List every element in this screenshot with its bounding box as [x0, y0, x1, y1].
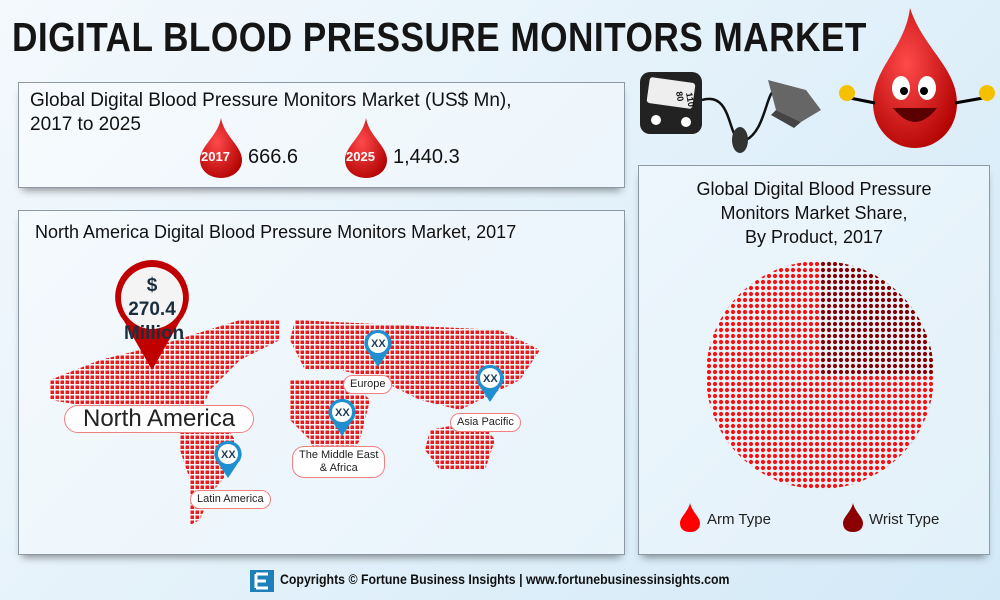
europe-value: XX: [371, 338, 386, 350]
pie-title-line: Monitors Market Share,: [720, 203, 908, 223]
wrist-type-legend-icon: [843, 503, 863, 532]
year-2025: 2025: [346, 149, 375, 164]
global-market-title: Global Digital Blood Pressure Monitors M…: [30, 90, 512, 111]
pie-title-line: By Product, 2017: [744, 227, 884, 247]
location-pin-icon: [115, 260, 189, 370]
region-label-europe: Europe: [343, 375, 393, 394]
region-label-middle-east-africa: The Middle East & Africa: [292, 446, 386, 478]
pie-slice-wrist-type: [820, 261, 934, 375]
pie-title-line: Global Digital Blood Pressure: [696, 179, 932, 199]
year-2017: 2017: [201, 149, 230, 164]
latin-america-value: XX: [221, 449, 236, 461]
reading-bottom: 80: [674, 91, 686, 103]
region-label-north-america: North America: [64, 405, 255, 433]
blood-drop-mascot-icon: [839, 8, 995, 148]
page-title: DIGITAL BLOOD PRESSURE MONITORS MARKET: [12, 14, 867, 60]
blood-drop-icon: [200, 118, 242, 178]
region-label-asia-pacific: Asia Pacific: [450, 413, 521, 432]
fortune-business-insights-logo-icon: [250, 570, 274, 592]
middle-east-africa-value: XX: [335, 407, 350, 419]
arm-type-legend-icon: [680, 503, 700, 532]
blood-drop-icon: [345, 118, 387, 178]
location-pin-icon: [328, 398, 356, 436]
legend-arm-type: Arm Type: [707, 511, 771, 528]
value-amount: $ 270.4: [128, 275, 176, 320]
pie-title: Global Digital Blood Pressure Monitors M…: [638, 177, 990, 249]
region-label-latin-america: Latin America: [190, 490, 271, 509]
reading-top: 110: [684, 92, 696, 108]
map-title: North America Digital Blood Pressure Mon…: [35, 222, 517, 242]
pie-chart: [706, 261, 934, 489]
region-name-line: & Africa: [319, 462, 358, 474]
north-america-value: $ 270.4 Million: [124, 274, 185, 346]
location-pin-icon: [476, 364, 504, 402]
region-name-line: The Middle East: [299, 449, 379, 461]
value-2025: 1,440.3: [393, 146, 460, 168]
blood-pressure-monitor-icon: 110 80: [640, 72, 821, 153]
location-pin-icon: [214, 440, 242, 478]
value-2017: 666.6: [248, 146, 299, 168]
footer-copyright: Copyrights © Fortune Business Insights |…: [280, 571, 730, 587]
global-market-panel: [18, 82, 625, 188]
global-market-period: 2017 to 2025: [30, 114, 141, 135]
asia-pacific-value: XX: [483, 373, 498, 385]
location-pin-icon: [364, 329, 392, 367]
value-unit: Million: [124, 323, 185, 344]
legend-wrist-type: Wrist Type: [869, 511, 940, 528]
